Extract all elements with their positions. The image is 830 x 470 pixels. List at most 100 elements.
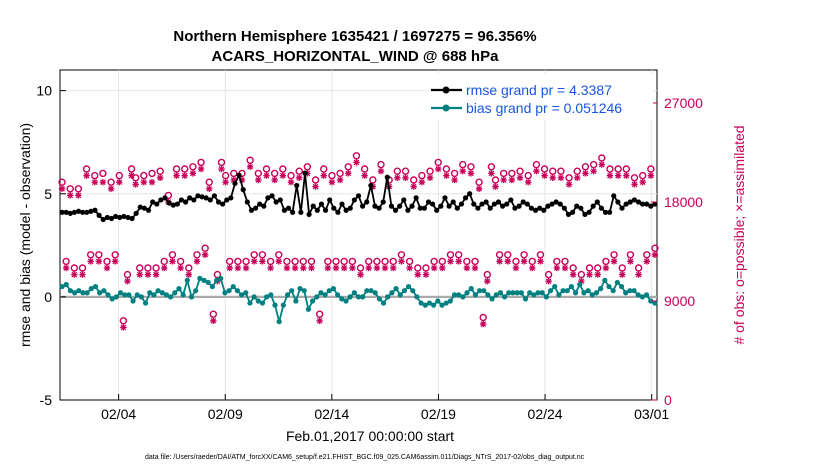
bias-point	[109, 296, 115, 302]
rmse-point	[565, 211, 572, 217]
obs-assimilated-point	[496, 258, 503, 265]
obs-assimilated-point	[136, 271, 143, 278]
obs-assimilated-point	[332, 264, 340, 272]
obs-assimilated-stroke	[218, 166, 225, 172]
obs-assimilated-point	[91, 179, 98, 186]
rmse-point	[137, 204, 143, 210]
rmse-point	[117, 214, 123, 221]
bias-point	[188, 294, 195, 300]
bias-point	[247, 300, 253, 306]
obs-assimilated-stroke	[390, 265, 397, 271]
bias-point	[623, 290, 629, 296]
obs-assimilated-point	[287, 179, 295, 186]
legend-bias-label: bias grand pr = 0.051246	[466, 100, 622, 116]
rmse-point	[582, 211, 588, 217]
obs-possible-point	[577, 270, 586, 279]
rmse-point	[487, 205, 493, 211]
rmse-point	[574, 203, 580, 209]
obs-possible-point	[213, 270, 222, 279]
x-tick-label: 02/04	[101, 406, 136, 422]
obs-assimilated-stroke	[308, 265, 315, 271]
rmse-point	[351, 197, 357, 203]
obs-assimilated-point	[87, 258, 94, 265]
rmse-point	[397, 203, 403, 209]
obs-possible-point	[127, 165, 136, 173]
bias-point	[577, 281, 583, 288]
obs-assimilated-point	[475, 185, 483, 192]
obs-assimilated-point	[504, 258, 511, 265]
obs-assimilated-stroke	[652, 251, 658, 258]
obs-assimilated-point	[58, 185, 66, 192]
obs-assimilated-point	[467, 170, 475, 177]
obs-assimilated-stroke	[615, 172, 622, 179]
obs-possible-point	[491, 176, 500, 184]
rmse-point	[211, 193, 217, 199]
obs-possible-point	[356, 264, 365, 272]
bias-point	[130, 298, 136, 304]
obs-possible-point	[638, 171, 647, 180]
bias-point	[201, 277, 207, 283]
obs-possible-point	[82, 165, 91, 173]
rmse-point	[598, 205, 605, 211]
obs-possible-point	[324, 257, 332, 266]
bias-point	[581, 290, 587, 296]
bias-point	[147, 290, 153, 296]
obs-assimilated-stroke	[75, 192, 82, 199]
rmse-point	[154, 201, 160, 207]
obs-possible-point	[307, 257, 316, 266]
obs-possible-point	[352, 152, 361, 160]
obs-possible-point	[647, 165, 655, 173]
obs-assimilated-stroke	[91, 179, 98, 186]
obs-assimilated-point	[185, 271, 193, 278]
obs-assimilated-point	[565, 181, 573, 188]
obs-possible-point	[504, 251, 512, 259]
bias-point	[497, 290, 504, 296]
bias-point	[134, 292, 140, 298]
obs-assimilated-point	[553, 264, 561, 272]
rmse-point	[512, 205, 518, 211]
bias-point	[63, 281, 69, 288]
bias-point	[159, 290, 165, 296]
bias-point	[122, 292, 128, 298]
obs-possible-point	[230, 169, 238, 178]
obs-assimilated-point	[67, 192, 74, 199]
obs-possible-point	[168, 251, 177, 259]
obs-assimilated-stroke	[145, 271, 151, 278]
obs-assimilated-point	[537, 258, 544, 265]
bias-point	[518, 290, 524, 296]
obs-possible-point	[111, 251, 119, 259]
obs-assimilated-stroke	[541, 172, 548, 179]
obs-assimilated-stroke	[124, 278, 131, 285]
obs-assimilated-point	[520, 258, 528, 265]
rmse-point	[417, 205, 423, 211]
rmse-point	[590, 203, 596, 209]
obs-assimilated-point	[95, 258, 103, 265]
obs-assimilated-stroke	[116, 179, 123, 186]
bias-point	[589, 292, 595, 298]
obs-assimilated-stroke	[463, 265, 470, 271]
obs-assimilated-point	[83, 172, 90, 179]
rmse-point	[150, 199, 156, 205]
obs-possible-point	[483, 270, 492, 279]
obs-assimilated-point	[279, 172, 287, 179]
obs-assimilated-stroke	[566, 181, 572, 188]
obs-possible-point	[311, 176, 320, 184]
obs-assimilated-point	[193, 258, 201, 265]
obs-assimilated-stroke	[423, 271, 429, 278]
bias-point	[531, 292, 537, 298]
obs-assimilated-point	[107, 185, 115, 192]
bias-point	[276, 319, 282, 325]
obs-assimilated-stroke	[95, 258, 102, 265]
rmse-point	[203, 195, 209, 201]
right-axis-label: # of obs: o=possible; ×=assimilated	[731, 125, 747, 344]
obs-assimilated-stroke	[406, 265, 413, 271]
obs-possible-point	[377, 160, 385, 169]
rmse-point	[652, 201, 658, 207]
rmse-point	[331, 205, 337, 211]
obs-assimilated-point	[439, 264, 446, 272]
obs-possible-point	[225, 257, 234, 266]
bias-point	[435, 298, 441, 304]
bias-point	[560, 288, 566, 294]
rmse-point	[491, 201, 497, 207]
bias-point	[393, 286, 399, 292]
